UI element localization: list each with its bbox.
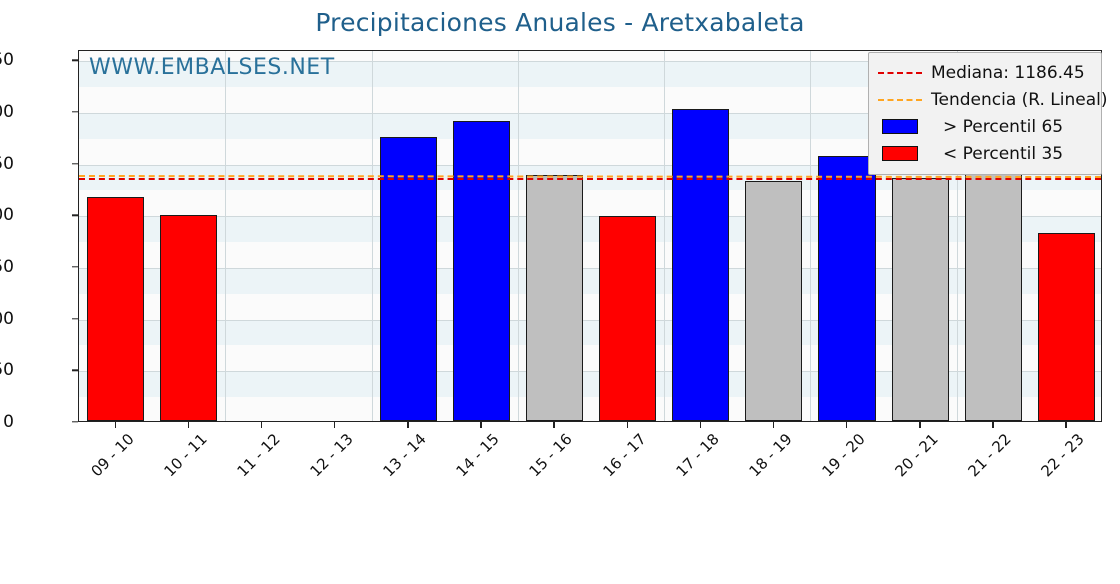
x-tick-mark	[626, 422, 628, 428]
bar-20-21	[891, 178, 949, 421]
bar-18-19	[745, 181, 803, 421]
bar-14-15	[452, 121, 510, 421]
legend-item-trend: Tendencia (R. Lineal)	[877, 86, 1108, 113]
x-tick-label: 13 - 14	[379, 430, 430, 481]
x-tick-label: 11 - 12	[233, 430, 284, 481]
gridline-vertical	[957, 51, 958, 421]
x-tick-mark	[699, 422, 702, 428]
bar-10-11	[160, 215, 218, 421]
legend-label-above-p65: > Percentil 65	[943, 116, 1064, 137]
bar-13-14	[379, 136, 437, 421]
x-tick-label: 14 - 15	[452, 430, 504, 481]
x-tick-label: 21 - 22	[964, 430, 1016, 481]
x-tick-mark	[919, 422, 921, 428]
y-tick-label: 0	[3, 412, 14, 432]
x-tick-mark	[407, 422, 409, 428]
x-tick-mark	[1065, 422, 1067, 428]
x-tick-label: 22 - 23	[1037, 430, 1089, 481]
y-tick-label: 250	[0, 360, 14, 381]
y-tick-label: 500	[0, 308, 14, 329]
legend: Mediana: 1186.45 Tendencia (R. Lineal) >…	[868, 52, 1108, 175]
x-tick-label: 16 - 17	[598, 430, 650, 481]
gridline-horizontal	[79, 319, 1101, 321]
median-line	[79, 177, 1101, 180]
blue-swatch-icon	[877, 119, 923, 134]
gridline-vertical	[225, 51, 226, 421]
gridline-vertical	[810, 51, 811, 421]
x-tick-mark	[480, 422, 482, 428]
y-tick-mark	[72, 317, 78, 320]
bar-22-23	[1037, 232, 1095, 421]
gridline-horizontal	[79, 113, 1101, 114]
y-tick-mark	[72, 421, 78, 423]
y-tick-label: 750	[0, 257, 14, 277]
x-tick-mark	[187, 422, 190, 428]
page-title: Precipitaciones Anuales - Aretxabaleta	[315, 8, 805, 37]
legend-label-trend: Tendencia (R. Lineal)	[931, 89, 1108, 110]
watermark: WWW.EMBALSES.NET	[89, 55, 335, 80]
gridline-horizontal	[79, 371, 1101, 373]
x-tick-mark	[260, 422, 263, 428]
bar-21-22	[964, 170, 1022, 421]
x-tick-label: 15 - 16	[525, 430, 577, 481]
y-tick-mark	[72, 214, 78, 217]
gridline-vertical	[664, 51, 665, 421]
bar-17-18	[672, 108, 730, 421]
legend-item-below-p35: < Percentil 35	[877, 140, 1093, 167]
y-tick-label: 1750	[0, 50, 14, 71]
gridline-horizontal	[79, 268, 1101, 269]
gridline-horizontal	[79, 216, 1101, 218]
legend-item-above-p65: > Percentil 65	[877, 113, 1093, 140]
median-dash-icon	[877, 71, 923, 74]
red-swatch-icon	[877, 146, 923, 161]
y-tick-label: 1000	[0, 205, 14, 226]
x-tick-label: 20 - 21	[891, 430, 942, 481]
x-tick-label: 19 - 20	[818, 430, 869, 481]
x-tick-label: 17 - 18	[672, 430, 723, 481]
y-tick-mark	[72, 266, 78, 268]
trend-dash-icon	[877, 98, 923, 101]
y-tick-mark	[72, 369, 78, 372]
y-tick-mark	[72, 59, 78, 62]
x-tick-mark	[772, 422, 775, 428]
y-tick-label: 1250	[0, 153, 14, 174]
x-tick-mark	[846, 422, 848, 428]
x-tick-label: 10 - 11	[160, 430, 211, 481]
x-tick-mark	[334, 422, 336, 428]
chart-figure: Precipitaciones Anuales - Aretxabaleta W…	[0, 8, 1108, 480]
gridline-vertical	[372, 51, 373, 421]
legend-label-median: Mediana: 1186.45	[931, 62, 1085, 83]
gridline-horizontal	[79, 61, 1101, 63]
x-tick-mark	[553, 422, 555, 428]
bar-15-16	[525, 175, 583, 421]
gridline-horizontal	[79, 164, 1101, 166]
y-tick-mark	[72, 111, 78, 113]
x-tick-mark	[992, 422, 994, 428]
bar-19-20	[818, 156, 876, 421]
legend-label-below-p35: < Percentil 35	[943, 143, 1064, 164]
x-tick-mark	[114, 422, 116, 428]
y-tick-mark	[72, 162, 78, 165]
x-tick-label: 18 - 19	[745, 430, 796, 481]
y-tick-label: 1500	[0, 102, 14, 122]
bar-09-10	[87, 196, 145, 421]
gridline-vertical	[518, 51, 519, 421]
x-tick-label: 12 - 13	[306, 430, 357, 481]
bar-16-17	[599, 215, 657, 421]
legend-item-median: Mediana: 1186.45	[877, 59, 1093, 86]
